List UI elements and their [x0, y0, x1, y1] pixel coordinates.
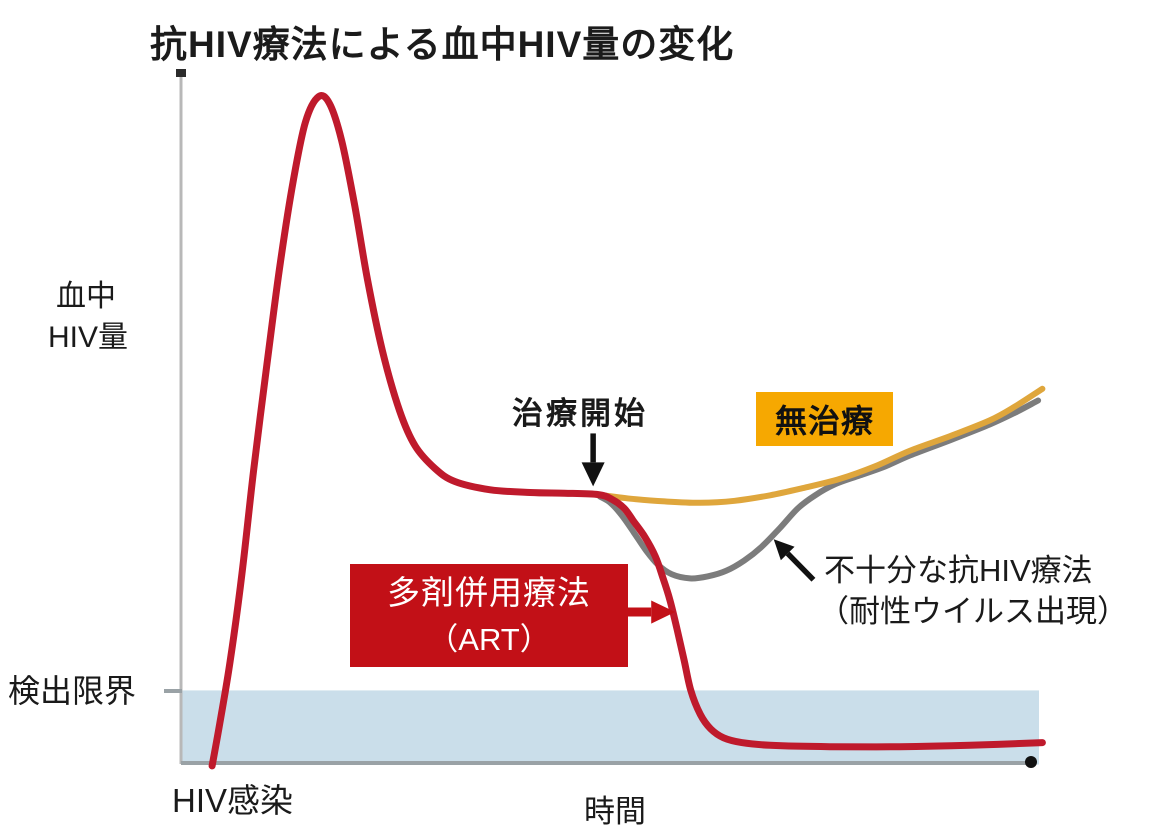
y-axis-label-line1: 血中	[56, 280, 116, 313]
insufficient-therapy-line2: （耐性ウイルス出現）	[818, 594, 1128, 629]
no-treatment-label: 無治療	[774, 403, 874, 439]
detection-limit-band	[181, 690, 1039, 765]
chart-title: 抗HIV療法による血中HIV量の変化	[150, 24, 735, 65]
y-axis-top-tick	[176, 69, 186, 77]
treatment-start-label: 治療開始	[512, 396, 648, 431]
insufficient-therapy-line1: 不十分な抗HIV療法	[824, 553, 1093, 588]
art-box: 多剤併用療法 （ART）	[350, 564, 628, 667]
curve-art	[208, 92, 1046, 770]
art-label-line1: 多剤併用療法	[387, 573, 591, 611]
annotation-arrows	[581, 433, 816, 624]
y-axis-label-line2: HIV量	[48, 321, 129, 354]
y-axis-label: 血中 HIV量	[48, 276, 128, 358]
art-label-line2: （ART）	[427, 621, 551, 657]
hiv-infection-label: HIV感染	[172, 782, 294, 819]
insufficient-therapy-label: 不十分な抗HIV療法 （耐性ウイルス出現）	[818, 550, 1128, 632]
x-axis-end-dot	[1025, 756, 1037, 768]
curve-no-treatment	[595, 385, 1046, 506]
x-axis-label: 時間	[584, 794, 646, 829]
curve-insufficient-therapy	[597, 397, 1042, 582]
no-treatment-box: 無治療	[756, 392, 893, 446]
detection-limit-label: 検出限界	[8, 673, 137, 709]
